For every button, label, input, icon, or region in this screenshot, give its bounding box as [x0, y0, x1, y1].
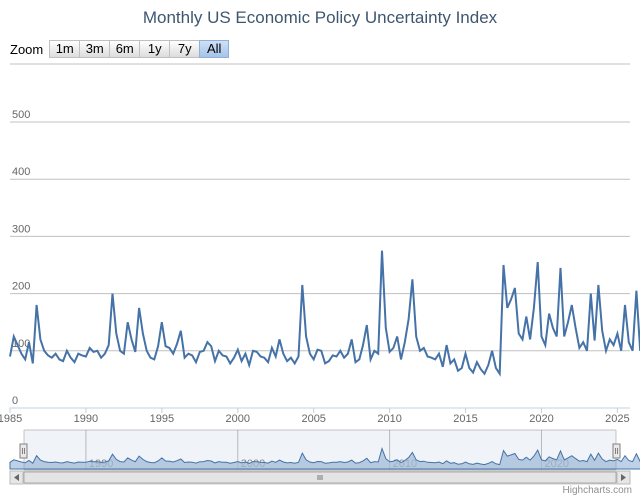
- zoom-label: Zoom: [10, 41, 44, 57]
- y-tick-label: 200: [12, 281, 30, 293]
- series-line: [9, 250, 640, 377]
- zoom-button-1m[interactable]: 1m: [49, 40, 80, 58]
- x-tick-label: 2025: [605, 413, 629, 425]
- y-tick-label: 300: [12, 223, 30, 235]
- zoom-button-3m[interactable]: 3m: [79, 40, 110, 58]
- x-tick-label: 2020: [529, 413, 553, 425]
- navigator-handle-right[interactable]: [612, 443, 621, 459]
- navigator[interactable]: 1990200020102020: [9, 429, 640, 471]
- navigator-series-area: [9, 447, 640, 470]
- chart-title: Monthly US Economic Policy Uncertainty I…: [142, 8, 498, 27]
- x-axis: 1985 1990 1995 2000 2005 2010 2015 2020 2025: [0, 407, 630, 425]
- zoom-button-7y[interactable]: 7y: [169, 40, 200, 58]
- x-tick-label: 1995: [150, 413, 174, 425]
- x-tick-label: 2000: [226, 413, 250, 425]
- scroll-right-icon: [621, 474, 626, 481]
- credit-link[interactable]: Highcharts.com: [562, 485, 632, 496]
- zoom-selector: Zoom 1m 3m 6m 1y 7y All: [10, 40, 230, 58]
- y-tick-label: 400: [12, 166, 30, 178]
- zoom-button-group: 1m 3m 6m 1y 7y All: [49, 40, 230, 58]
- x-tick-label: 1985: [0, 413, 22, 425]
- y-tick-label: 0: [12, 395, 18, 407]
- scrollbar[interactable]: [9, 470, 631, 485]
- navigator-handle-left[interactable]: [19, 443, 28, 459]
- scroll-left-icon: [14, 474, 19, 481]
- y-tick-label: 500: [12, 109, 30, 121]
- x-tick-label: 1990: [74, 413, 98, 425]
- x-tick-label: 2015: [453, 413, 477, 425]
- navigator-mask[interactable]: [23, 429, 617, 471]
- zoom-button-6m[interactable]: 6m: [109, 40, 140, 58]
- x-tick-label: 2005: [301, 413, 325, 425]
- zoom-button-1y[interactable]: 1y: [139, 40, 170, 58]
- zoom-button-all[interactable]: All: [199, 40, 230, 58]
- x-tick-label: 2010: [377, 413, 401, 425]
